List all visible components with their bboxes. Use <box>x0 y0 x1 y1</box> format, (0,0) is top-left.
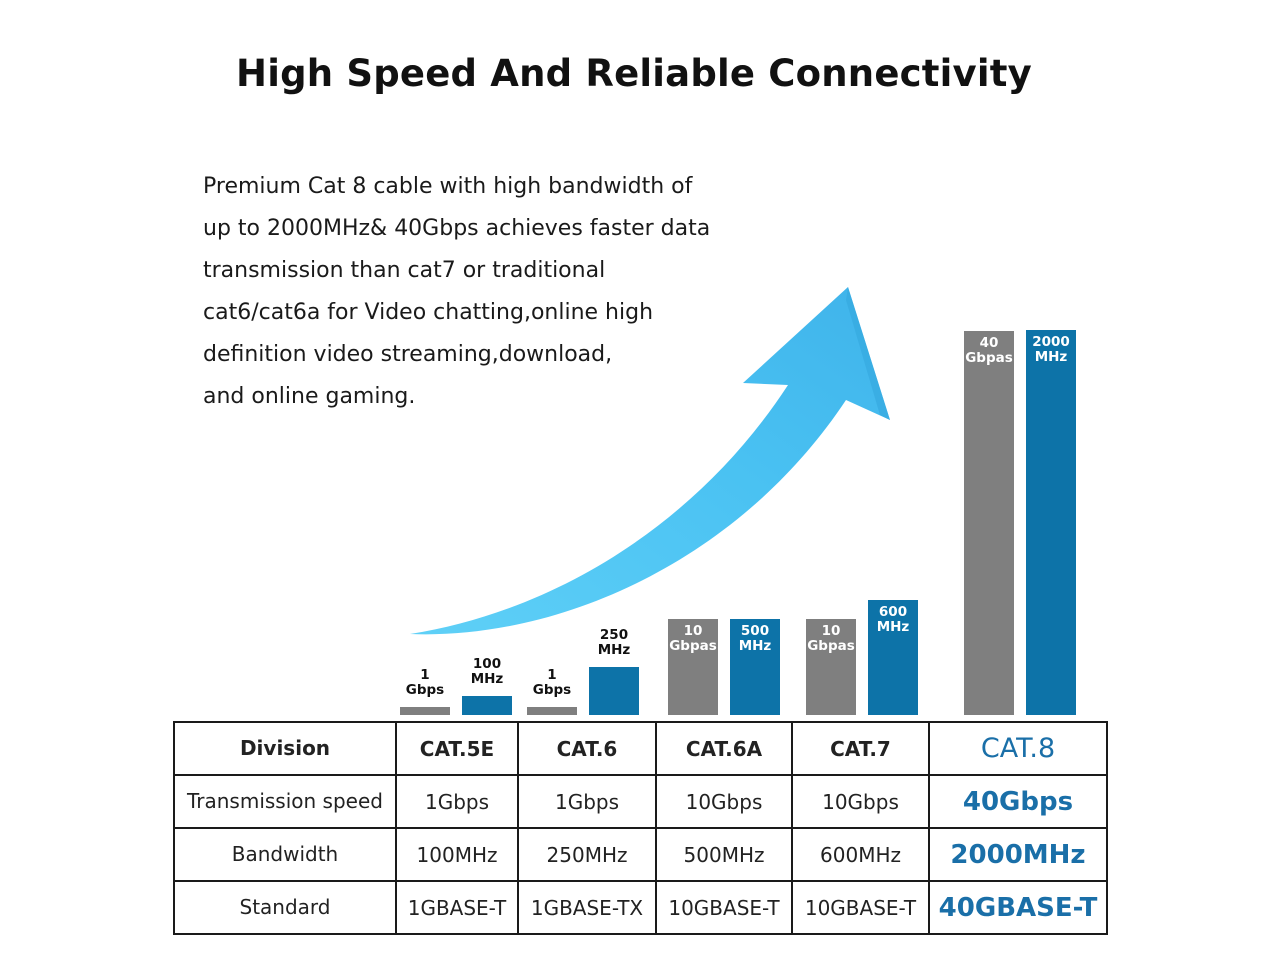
table-cell: 1Gbps <box>517 774 657 829</box>
description-text: Premium Cat 8 cable with high bandwidth … <box>203 166 763 418</box>
bar-value-label: 1 <box>547 667 556 683</box>
bar-value-label: 600 <box>879 604 907 620</box>
description-line: Premium Cat 8 cable with high bandwidth … <box>203 174 693 199</box>
bar-value-label: 10 <box>822 623 841 639</box>
bandwidth-bar <box>1026 330 1076 715</box>
bar-value-label: 10 <box>684 623 703 639</box>
table-cell: Transmission speed <box>173 774 397 829</box>
table-header-cell: CAT.6A <box>655 721 793 776</box>
table-cell: 40Gbps <box>928 774 1108 829</box>
bar-value-label: 250 <box>600 627 628 643</box>
table-cell: 500MHz <box>655 827 793 882</box>
table-cell: 2000MHz <box>928 827 1108 882</box>
speed-bar <box>668 619 718 715</box>
table-cell: 40GBASE-T <box>928 880 1108 935</box>
table-header-cell: CAT.7 <box>791 721 930 776</box>
speed-bar <box>527 707 577 715</box>
table-cell: 250MHz <box>517 827 657 882</box>
bar-value-label: MHz <box>877 619 910 635</box>
bar-value-label: 1 <box>420 667 429 683</box>
bar-value-label: MHz <box>1035 349 1068 365</box>
table-header-cell: CAT.5E <box>395 721 519 776</box>
table-cell: 1GBASE-TX <box>517 880 657 935</box>
table-cell: 10GBASE-T <box>655 880 793 935</box>
table-row: Standard 1GBASE-T 1GBASE-TX 10GBASE-T 10… <box>173 880 1108 935</box>
table-header-row: Division CAT.5E CAT.6 CAT.6A CAT.7 CAT.8 <box>173 721 1108 776</box>
speed-bar <box>806 619 856 715</box>
table-header-cell: Division <box>173 721 397 776</box>
bar-value-label: Gbps <box>406 682 444 698</box>
speed-bar <box>964 331 1014 715</box>
bar-value-label: 100 <box>473 656 501 672</box>
description-line: definition video streaming,download, <box>203 342 613 367</box>
bandwidth-bar <box>589 667 639 715</box>
bar-value-label: Gbpas <box>965 350 1013 366</box>
description-line: up to 2000MHz& 40Gbps achieves faster da… <box>203 216 711 241</box>
bar-value-label: Gbpas <box>807 638 855 654</box>
table-cell: 1GBASE-T <box>395 880 519 935</box>
description-line: and online gaming. <box>203 384 416 409</box>
table-cell: 100MHz <box>395 827 519 882</box>
bar-value-label: 2000 <box>1032 334 1070 350</box>
table-cell: 10Gbps <box>791 774 930 829</box>
bandwidth-bar <box>462 696 512 715</box>
description-line: transmission than cat7 or traditional <box>203 258 606 283</box>
page-title: High Speed And Reliable Connectivity <box>236 52 1032 95</box>
table-cell: 1Gbps <box>395 774 519 829</box>
table-header-cell: CAT.6 <box>517 721 657 776</box>
bandwidth-bar <box>730 619 780 715</box>
bar-value-label: 40 <box>980 335 999 351</box>
description-line: cat6/cat6a for Video chatting,online hig… <box>203 300 654 325</box>
upward-arrow-icon <box>410 287 890 635</box>
table-cell: 600MHz <box>791 827 930 882</box>
table-cell: Standard <box>173 880 397 935</box>
bar-value-label: Gbps <box>533 682 571 698</box>
bar-value-label: MHz <box>598 642 631 658</box>
bar-value-label: MHz <box>471 671 504 687</box>
table-row: Bandwidth 100MHz 250MHz 500MHz 600MHz 20… <box>173 827 1108 882</box>
bandwidth-bar <box>868 600 918 715</box>
comparison-table: Division CAT.5E CAT.6 CAT.6A CAT.7 CAT.8… <box>173 721 1108 935</box>
table-cell: 10Gbps <box>655 774 793 829</box>
table-header-cell: CAT.8 <box>928 721 1108 776</box>
bar-value-label: MHz <box>739 638 772 654</box>
table-cell: 10GBASE-T <box>791 880 930 935</box>
bar-value-label: Gbpas <box>669 638 717 654</box>
table-row: Transmission speed 1Gbps 1Gbps 10Gbps 10… <box>173 774 1108 829</box>
table-cell: Bandwidth <box>173 827 397 882</box>
bar-value-label: 500 <box>741 623 769 639</box>
speed-bar <box>400 707 450 715</box>
